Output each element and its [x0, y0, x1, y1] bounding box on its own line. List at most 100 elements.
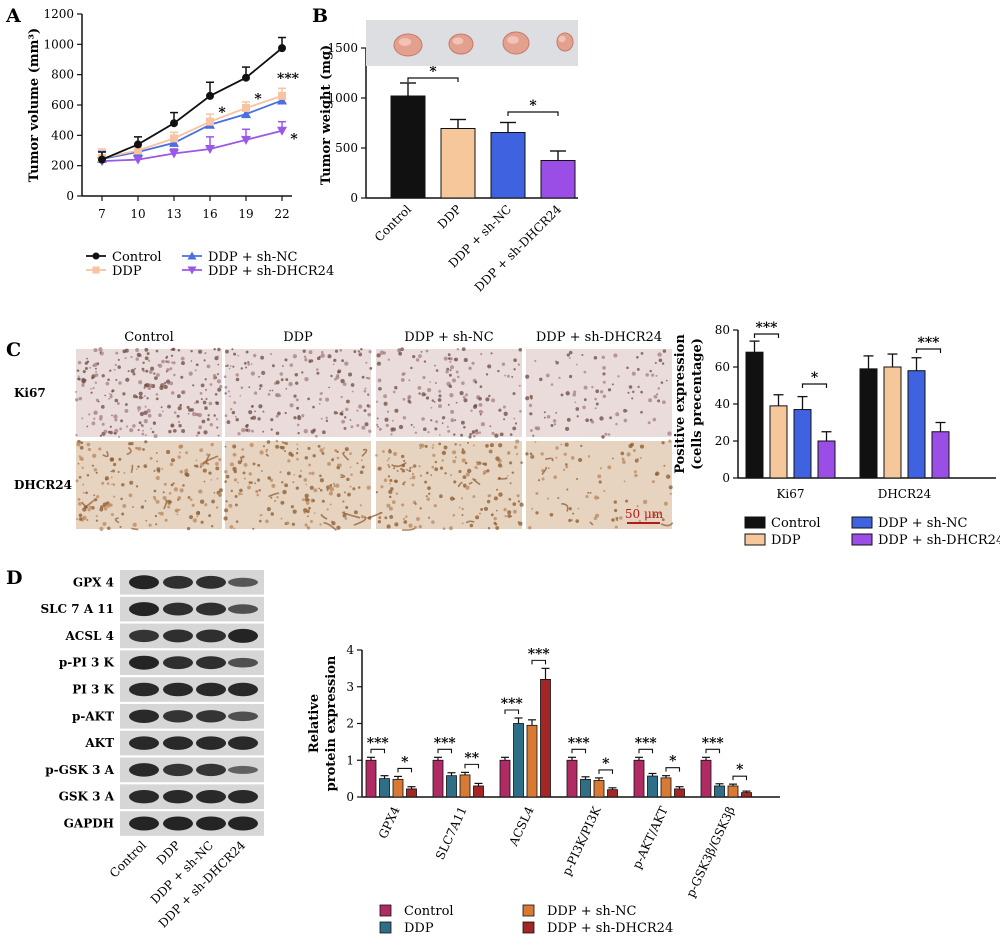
- ihc-cell: [615, 412, 620, 417]
- legend-swatch: [744, 533, 766, 546]
- ihc-cell: [301, 414, 305, 418]
- ihc-cell: [248, 386, 251, 389]
- ihc-cell: [279, 470, 282, 474]
- ihc-cell: [179, 488, 184, 493]
- ihc-cell: [241, 448, 244, 451]
- significance-bracket: [507, 111, 559, 116]
- ihc-cell: [347, 492, 351, 497]
- ihc-cell: [279, 372, 284, 376]
- ihc-cell: [150, 427, 152, 430]
- legend-swatch: [379, 921, 392, 934]
- ihc-cell: [572, 392, 577, 397]
- ihc-cell: [434, 364, 436, 367]
- ihc-cell: [152, 421, 157, 425]
- ihc-cell: [639, 444, 645, 449]
- ihc-cell: [229, 395, 231, 398]
- ihc-cell: [467, 441, 469, 444]
- ihc-cell: [140, 424, 143, 426]
- ihc-cell: [410, 366, 413, 370]
- marker-circle: [134, 140, 142, 149]
- panel-letter-a: A: [5, 5, 21, 27]
- ihc-cell: [197, 431, 201, 435]
- ihc-cell: [499, 432, 504, 437]
- y-axis-title-2: protein expression: [324, 655, 339, 791]
- ihc-cell: [534, 426, 538, 430]
- ihc-cell: [517, 500, 521, 503]
- significance-mark: ***: [277, 71, 300, 87]
- ihc-cell: [488, 450, 492, 453]
- ihc-cell: [287, 459, 291, 463]
- ihc-cell: [558, 376, 561, 380]
- bar: [593, 780, 605, 798]
- legend-label: DDP + sh-NC: [547, 904, 637, 919]
- ihc-cell: [498, 408, 502, 412]
- ihc-cell: [161, 467, 164, 470]
- ihc-cell: [632, 448, 636, 453]
- ihc-cell: [162, 410, 164, 413]
- blot-band: [228, 657, 258, 668]
- ihc-cell: [170, 391, 175, 395]
- ihc-cell: [260, 469, 263, 473]
- marker-triangle-down: [241, 135, 251, 145]
- ihc-cell: [233, 401, 237, 405]
- ihc-cell: [258, 404, 263, 409]
- ihc-cell: [215, 466, 220, 471]
- ihc-cell: [460, 420, 465, 425]
- ihc-cell: [652, 417, 657, 422]
- ihc-cell: [613, 353, 618, 358]
- ihc-cell: [301, 371, 304, 374]
- blot-band-label: GPX 4: [73, 575, 114, 589]
- ihc-cell: [424, 444, 428, 448]
- ihc-cell: [593, 516, 597, 521]
- ihc-cell: [98, 347, 103, 352]
- ihc-cell: [519, 502, 524, 507]
- ihc-cell: [162, 495, 167, 501]
- ihc-cell: [344, 491, 346, 494]
- ihc-cell: [627, 391, 630, 394]
- ihc-cell: [305, 483, 308, 486]
- ihc-cell: [602, 366, 606, 370]
- ihc-cell: [215, 418, 219, 421]
- ihc-cell: [325, 419, 329, 423]
- ihc-cell: [206, 364, 211, 369]
- ihc-cell: [169, 462, 174, 467]
- ihc-cell: [204, 406, 208, 410]
- ihc-cell: [251, 429, 254, 433]
- ihc-cell: [99, 434, 103, 437]
- legend-label: DDP + sh-DHCR24: [878, 533, 1000, 548]
- ihc-cell: [303, 508, 308, 513]
- blot-strip: [120, 811, 264, 836]
- ihc-cell: [144, 405, 147, 408]
- ihc-cell: [326, 508, 329, 511]
- blot-band: [163, 682, 193, 697]
- ihc-cell: [595, 402, 599, 406]
- ihc-cell: [345, 399, 350, 404]
- ihc-cell: [223, 375, 227, 379]
- ihc-column-label: DDP + sh-NC: [404, 330, 494, 345]
- ihc-fiber: [465, 520, 475, 524]
- ihc-cell: [155, 499, 160, 504]
- ihc-cell: [349, 452, 352, 455]
- ihc-cell: [447, 403, 450, 406]
- ihc-cell: [428, 516, 431, 519]
- ihc-cell: [453, 480, 457, 484]
- ihc-cell: [262, 445, 266, 448]
- ihc-cell: [148, 383, 153, 388]
- bar: [714, 785, 725, 798]
- bar: [674, 788, 685, 798]
- ihc-cell: [512, 502, 517, 506]
- ihc-cell: [196, 413, 200, 417]
- ihc-cell: [252, 462, 256, 466]
- ihc-cell: [384, 417, 389, 422]
- ihc-cell: [118, 457, 122, 461]
- legend-label: DDP + sh-NC: [208, 250, 298, 265]
- ihc-cell: [129, 480, 134, 485]
- ihc-cell: [203, 430, 208, 435]
- ihc-cell: [500, 465, 503, 468]
- ihc-cell: [201, 419, 206, 424]
- ihc-cell: [572, 512, 575, 515]
- ihc-cell: [153, 372, 156, 375]
- ihc-cell: [113, 368, 116, 371]
- ihc-cell: [321, 499, 325, 503]
- bar: [647, 775, 658, 798]
